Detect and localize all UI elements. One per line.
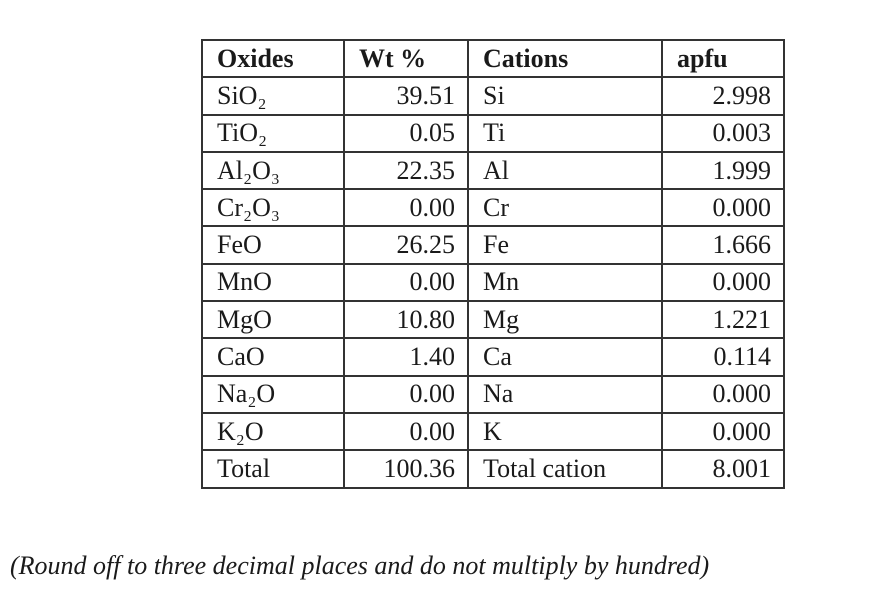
cell-wt-percent: 0.05 — [343, 113, 469, 153]
table-row: Cr₂O₃ 0.00 Cr 0.000 — [201, 188, 785, 228]
header-cations: Cations — [467, 38, 663, 79]
cell-cation: Fe — [467, 225, 663, 265]
cell-apfu: 2.998 — [661, 76, 785, 116]
cell-wt-percent: 0.00 — [343, 411, 469, 452]
cell-oxide: Total — [201, 449, 345, 489]
cell-oxide: MnO — [201, 262, 345, 303]
cell-apfu: 0.000 — [661, 262, 785, 303]
cell-oxide: FeO — [201, 225, 345, 265]
cell-cation: Ca — [467, 337, 663, 377]
table-row: K₂O 0.00 K 0.000 — [201, 411, 785, 452]
table-row: Na₂O 0.00 Na 0.000 — [201, 374, 785, 414]
cell-wt-percent: 0.00 — [343, 188, 469, 228]
cell-apfu: 0.000 — [661, 374, 785, 414]
table-row: FeO 26.25 Fe 1.666 — [201, 225, 785, 265]
cell-cation: Mg — [467, 300, 663, 340]
cell-cation: Na — [467, 374, 663, 414]
cell-oxide: K₂O — [201, 411, 345, 452]
cell-cation: Al — [467, 150, 663, 191]
cell-oxide: MgO — [201, 300, 345, 340]
header-apfu: apfu — [661, 38, 785, 79]
table-row: MnO 0.00 Mn 0.000 — [201, 262, 785, 303]
cell-oxide: Cr₂O₃ — [201, 188, 345, 228]
table-row: TiO₂ 0.05 Ti 0.003 — [201, 113, 785, 153]
cell-wt-percent: 10.80 — [343, 300, 469, 340]
cell-wt-percent: 1.40 — [343, 337, 469, 377]
cell-apfu: 0.114 — [661, 337, 785, 377]
cell-wt-percent: 0.00 — [343, 374, 469, 414]
cell-cation: Si — [467, 76, 663, 116]
cell-wt-percent: 22.35 — [343, 150, 469, 191]
cell-cation: Ti — [467, 113, 663, 153]
header-wt-percent: Wt % — [343, 38, 469, 79]
cell-apfu: 1.666 — [661, 225, 785, 265]
cell-apfu: 1.999 — [661, 150, 785, 191]
cell-apfu: 0.000 — [661, 411, 785, 452]
cell-apfu: 0.003 — [661, 113, 785, 153]
cell-cation: Cr — [467, 188, 663, 228]
table-row: SiO₂ 39.51 Si 2.998 — [201, 76, 785, 116]
header-oxides: Oxides — [201, 38, 345, 79]
table-row: CaO 1.40 Ca 0.114 — [201, 337, 785, 377]
cell-apfu: 8.001 — [661, 449, 785, 489]
cell-wt-percent: 100.36 — [343, 449, 469, 489]
cell-oxide: TiO₂ — [201, 113, 345, 153]
cell-wt-percent: 39.51 — [343, 76, 469, 116]
cell-apfu: 0.000 — [661, 188, 785, 228]
cell-oxide: CaO — [201, 337, 345, 377]
oxide-cation-table: Oxides Wt % Cations apfu SiO₂ 39.51 Si 2.99… — [201, 38, 785, 489]
cell-cation: Mn — [467, 262, 663, 303]
table-row: Al₂O₃ 22.35 Al 1.999 — [201, 150, 785, 191]
table-header-row: Oxides Wt % Cations apfu — [201, 38, 785, 79]
cell-oxide: Na₂O — [201, 374, 345, 414]
instruction-note: (Round off to three decimal places and d… — [10, 551, 710, 580]
cell-oxide: SiO₂ — [201, 76, 345, 116]
cell-cation: Total cation — [467, 449, 663, 489]
table-row: MgO 10.80 Mg 1.221 — [201, 300, 785, 340]
cell-oxide: Al₂O₃ — [201, 150, 345, 191]
cell-apfu: 1.221 — [661, 300, 785, 340]
table-body: SiO₂ 39.51 Si 2.998 TiO₂ 0.05 Ti 0.003 Al₂O₃ 22.3… — [201, 76, 785, 489]
table-row: Total 100.36 Total cation 8.001 — [201, 449, 785, 489]
cell-wt-percent: 0.00 — [343, 262, 469, 303]
cell-wt-percent: 26.25 — [343, 225, 469, 265]
cell-cation: K — [467, 411, 663, 452]
